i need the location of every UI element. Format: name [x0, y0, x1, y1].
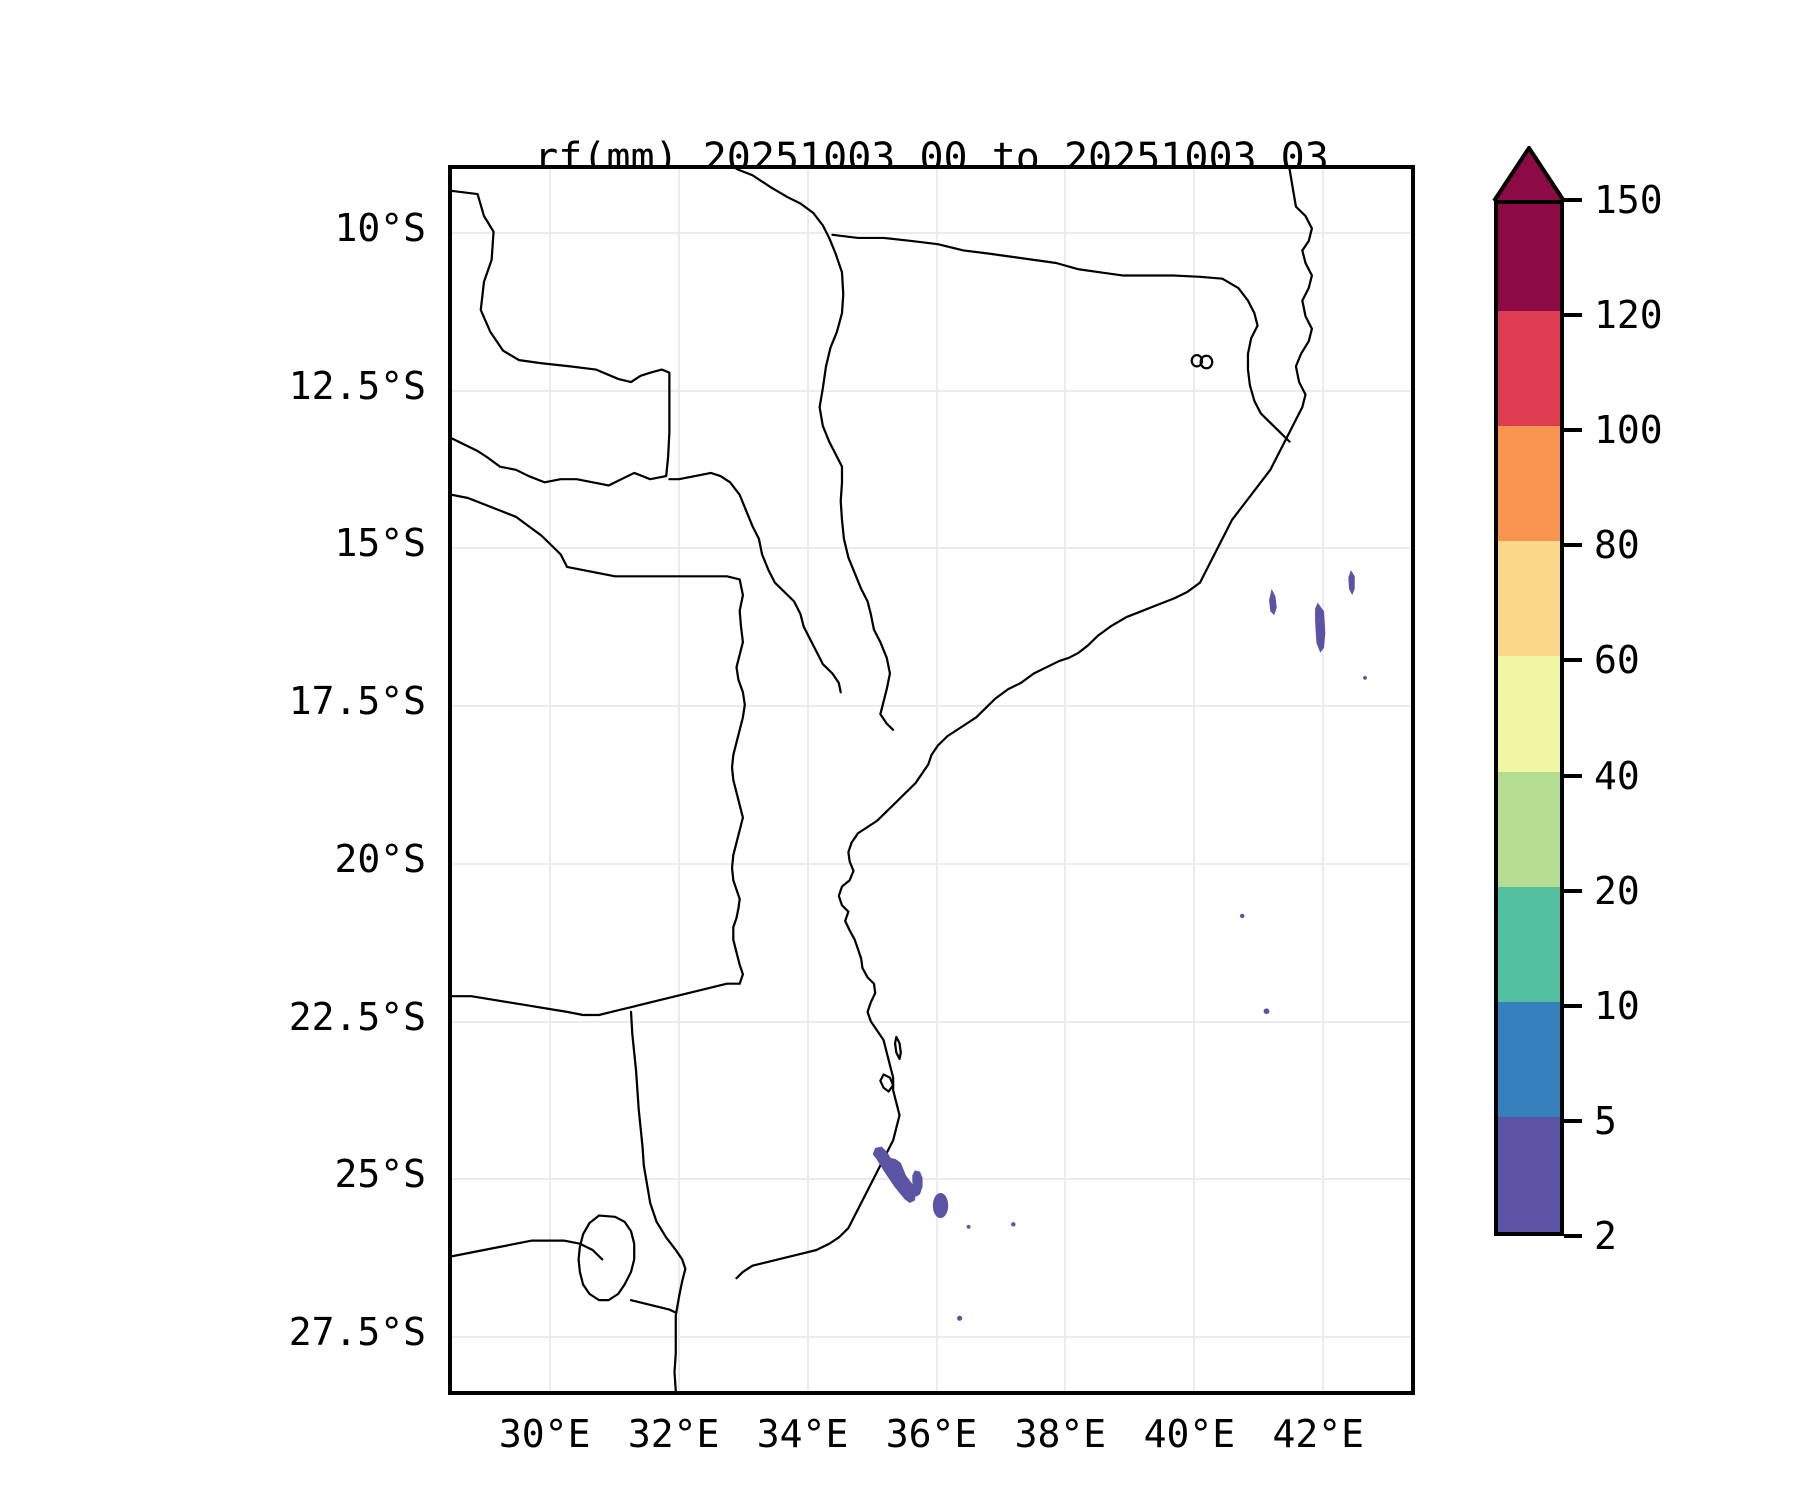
- lake-island-b: [1199, 354, 1214, 370]
- rainfall-region-offshore-blob-south-small: [932, 1192, 949, 1219]
- map-plot-area: [448, 165, 1415, 1395]
- border-south-africa-south: [452, 1239, 604, 1261]
- border-zambia-north: [452, 189, 671, 487]
- colorbar-label-80: 80: [1594, 523, 1640, 568]
- rainfall-data-layer: [872, 570, 1367, 1321]
- colorbar-band-60-80: [1498, 541, 1560, 657]
- rainfall-speck-east-c: [1263, 1008, 1270, 1015]
- gridline-vertical-2: [806, 169, 809, 1391]
- x-tick-label-0: 30°E: [498, 1412, 591, 1456]
- gridline-vertical-1: [677, 169, 680, 1391]
- border-zimbabwe-north: [565, 565, 745, 644]
- colorbar-band-20-40: [1498, 771, 1560, 887]
- colorbar-tick-20: [1564, 888, 1582, 893]
- colorbar-label-5: 5: [1594, 1098, 1617, 1143]
- x-tick-label-4: 38°E: [1014, 1412, 1107, 1456]
- island-bazaruto: [893, 1035, 902, 1060]
- x-tick-label-5: 40°E: [1143, 1412, 1236, 1456]
- gridline-horizontal-0: [452, 232, 1411, 235]
- colorbar-band-100-120: [1498, 311, 1560, 427]
- coastline-mozambique-north: [837, 169, 1314, 913]
- colorbar-tick-60: [1564, 658, 1582, 663]
- colorbar-band-5-10: [1498, 1001, 1560, 1117]
- x-tick-label-1: 32°E: [627, 1412, 720, 1456]
- gridline-vertical-6: [1322, 169, 1325, 1391]
- gridline-horizontal-5: [452, 1020, 1411, 1023]
- x-tick-label-2: 34°E: [756, 1412, 849, 1456]
- colorbar-tick-40: [1564, 773, 1582, 778]
- y-tick-label-4: 20°S: [334, 836, 426, 881]
- colorbar-band-10-20: [1498, 886, 1560, 1002]
- colorbar-tick-5: [1564, 1118, 1582, 1123]
- colorbar-label-150: 150: [1594, 178, 1663, 222]
- y-tick-label-2: 15°S: [334, 521, 426, 566]
- y-tick-label-0: 10°S: [334, 206, 426, 251]
- gridline-vertical-0: [548, 169, 551, 1391]
- gridline-vertical-4: [1064, 169, 1067, 1391]
- colorbar-label-120: 120: [1594, 293, 1663, 338]
- rainfall-speck-east-b: [1239, 913, 1245, 919]
- colorbar-label-60: 60: [1594, 638, 1640, 683]
- rainfall-speck-south-a: [966, 1224, 971, 1229]
- coastline-sofala: [735, 910, 901, 1280]
- gridline-horizontal-1: [452, 389, 1411, 392]
- y-tick-label-6: 25°S: [334, 1152, 426, 1197]
- border-zimbabwe-east: [730, 641, 746, 985]
- gridline-horizontal-4: [452, 862, 1411, 865]
- border-mozambique-north-coast: [1198, 275, 1291, 443]
- gridline-horizontal-7: [452, 1335, 1411, 1338]
- colorbar-band-120-150: [1498, 204, 1560, 312]
- colorbar-band-40-60: [1498, 656, 1560, 772]
- x-tick-label-6: 42°E: [1272, 1412, 1365, 1456]
- gridline-vertical-3: [935, 169, 938, 1391]
- rainfall-region-offshore-streak-ne-b: [1315, 602, 1326, 653]
- border-malawi-east: [735, 169, 895, 731]
- gridlines: [452, 169, 1411, 1391]
- border-eswatini: [577, 1214, 636, 1302]
- rainfall-region-offshore-streak-ne-a: [1269, 588, 1277, 616]
- rainfall-region-offshore-tail: [912, 1170, 923, 1197]
- border-malawi-west: [668, 471, 842, 694]
- border-zambia-zimbabwe-west: [452, 493, 569, 569]
- gridline-horizontal-2: [452, 547, 1411, 550]
- border-tanzania-south: [831, 233, 1202, 278]
- colorbar-tick-100: [1564, 428, 1582, 433]
- colorbar-tick-10: [1564, 1003, 1582, 1008]
- rainfall-speck-south-b: [1011, 1222, 1016, 1227]
- colorbar-over-arrow: [1494, 148, 1564, 200]
- gridline-vertical-5: [1193, 169, 1196, 1391]
- y-tick-label-7: 27.5°S: [288, 1309, 426, 1354]
- colorbar-label-40: 40: [1594, 753, 1640, 798]
- colorbar-tick-120: [1564, 313, 1582, 318]
- x-tick-label-3: 36°E: [885, 1412, 978, 1456]
- border-south-africa: [629, 1010, 687, 1391]
- colorbar-tick-80: [1564, 543, 1582, 548]
- colorbar[interactable]: 2 5 10 20 40 60 80 100 120 150: [1492, 146, 1663, 1258]
- colorbar-over-arrow-outline: [1492, 146, 1566, 202]
- colorbar-bands: [1494, 200, 1564, 1236]
- border-lower-left: [629, 1299, 677, 1314]
- y-tick-label-1: 12.5°S: [288, 363, 426, 408]
- coastline-inhambane-inlet: [879, 1073, 895, 1093]
- colorbar-tick-2: [1564, 1234, 1582, 1238]
- colorbar-label-2: 2: [1594, 1214, 1617, 1258]
- colorbar-label-100: 100: [1594, 408, 1663, 453]
- colorbar-tick-150: [1564, 198, 1582, 202]
- rainfall-region-offshore-streak-ne-c: [1348, 570, 1355, 596]
- colorbar-band-80-100: [1498, 426, 1560, 542]
- gridline-horizontal-6: [452, 1178, 1411, 1181]
- map-geography: [452, 169, 1314, 1391]
- rainfall-speck-east-a: [1363, 675, 1367, 680]
- colorbar-label-10: 10: [1594, 983, 1640, 1028]
- rainfall-speck-south-c: [957, 1315, 963, 1321]
- gridline-horizontal-3: [452, 705, 1411, 708]
- y-tick-label-5: 22.5°S: [288, 994, 426, 1039]
- colorbar-label-20: 20: [1594, 868, 1640, 913]
- colorbar-band-2-5: [1498, 1116, 1560, 1232]
- y-tick-label-3: 17.5°S: [288, 679, 426, 724]
- rainfall-region-offshore-cluster-south: [872, 1146, 917, 1203]
- border-limpopo: [452, 982, 741, 1017]
